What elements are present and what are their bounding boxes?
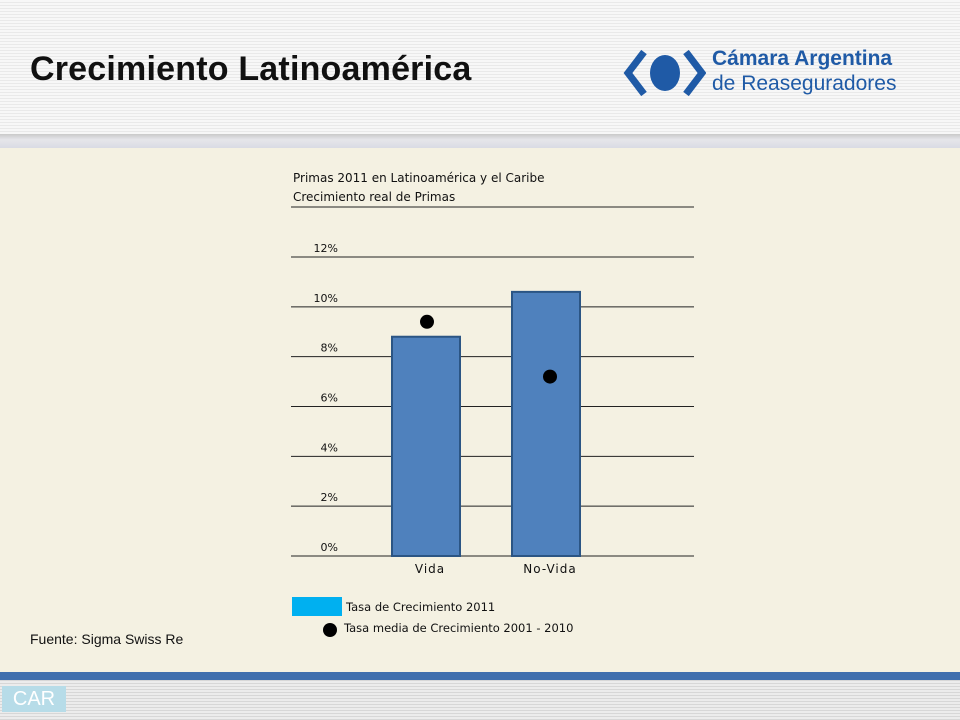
y-tick-label: 4% (321, 441, 338, 454)
gridlines (291, 256, 694, 557)
chart-title: Primas 2011 en Latinoamérica y el Caribe (293, 171, 545, 185)
page-title: Crecimiento Latinoamérica (30, 50, 472, 88)
footer (0, 680, 960, 720)
bar-no-vida (511, 290, 581, 557)
x-tick-label: No-Vida (523, 562, 576, 576)
logo-emblem-icon (623, 49, 706, 97)
x-tick-label: Vida (415, 562, 445, 576)
chart-subtitle: Crecimiento real de Primas (293, 190, 455, 204)
markers (420, 314, 557, 384)
footer-badge: CAR (2, 686, 66, 712)
y-tick-label: 8% (321, 342, 338, 355)
y-tick-label: 0% (321, 541, 338, 554)
y-tick-label: 12% (314, 242, 338, 255)
legend: Tasa de Crecimiento 2011 Tasa media de C… (292, 597, 573, 637)
header-divider (0, 134, 960, 148)
y-tick-label: 10% (314, 292, 338, 305)
legend-label-marker: Tasa media de Crecimiento 2001 - 2010 (343, 621, 573, 635)
logo: Cámara Argentina de Reaseguradores (622, 42, 922, 104)
x-axis-labels: Vida No-Vida (415, 562, 576, 576)
footer-rule (0, 672, 960, 680)
logo-text-line1: Cámara Argentina (712, 47, 893, 70)
y-axis-ticks: 0% 2% 4% 6% 8% 10% 12% (314, 242, 338, 554)
y-tick-label: 6% (321, 392, 338, 405)
legend-swatch-marker (323, 623, 337, 637)
legend-swatch-bar (292, 597, 342, 616)
marker-no-vida (543, 369, 557, 384)
bar-vida (391, 335, 461, 557)
logo-text-line2: de Reaseguradores (712, 72, 897, 95)
source-note: Fuente: Sigma Swiss Re (30, 631, 184, 647)
header-background (0, 0, 960, 138)
bars (391, 290, 581, 557)
marker-vida (420, 314, 434, 329)
legend-label-bar: Tasa de Crecimiento 2011 (345, 600, 495, 614)
y-tick-label: 2% (321, 491, 338, 504)
